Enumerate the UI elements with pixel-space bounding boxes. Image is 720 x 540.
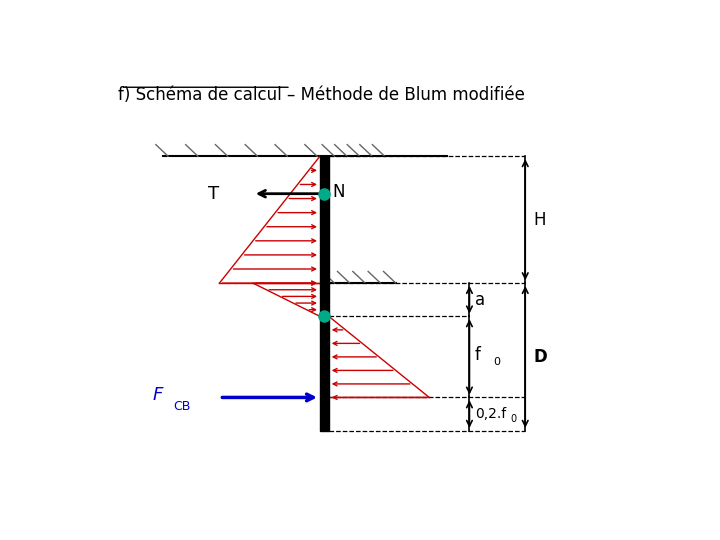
Text: D: D xyxy=(534,348,547,366)
Text: F: F xyxy=(153,386,163,404)
Text: a: a xyxy=(475,291,485,309)
Text: f: f xyxy=(475,346,481,364)
Bar xyxy=(320,156,329,431)
Text: CB: CB xyxy=(174,400,191,413)
Text: 0: 0 xyxy=(510,415,516,424)
Text: N: N xyxy=(333,183,345,201)
Text: 0,2.f: 0,2.f xyxy=(475,407,506,421)
Text: H: H xyxy=(534,211,546,228)
Text: 0: 0 xyxy=(493,357,500,367)
Text: f) Schéma de calcul – Méthode de Blum modifiée: f) Schéma de calcul – Méthode de Blum mo… xyxy=(118,85,525,104)
Text: T: T xyxy=(208,185,220,202)
